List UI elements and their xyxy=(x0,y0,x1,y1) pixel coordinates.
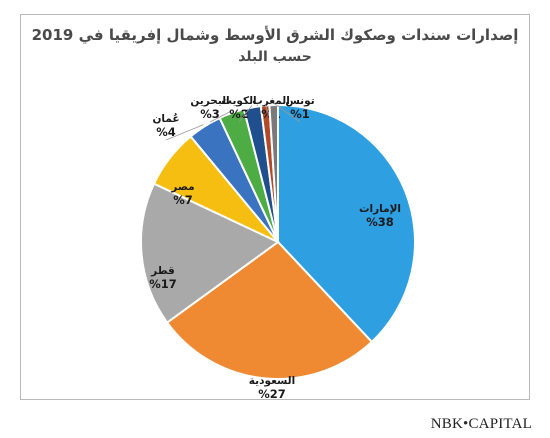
leader-line-9 xyxy=(273,102,301,123)
leader-line-5 xyxy=(165,124,204,141)
slice-name-9: تونس xyxy=(285,95,314,107)
pie-slice-2 xyxy=(165,240,374,380)
slice-name-2: السعودية xyxy=(249,375,295,387)
pie-slice-9 xyxy=(268,103,279,243)
slice-label-4: مصر%7 xyxy=(170,181,194,207)
chart-title: إصدارات سندات وصكوك الشرق الأوسط وشمال إ… xyxy=(31,26,519,44)
slice-value-3: %17 xyxy=(149,277,177,291)
slice-name-8: المغرب xyxy=(252,95,290,107)
chart-subtitle: حسب البلد xyxy=(238,49,312,65)
brand-left: NBK xyxy=(430,416,463,432)
slice-label-9: تونس%1 xyxy=(285,95,314,121)
slice-name-3: قطر xyxy=(150,265,175,277)
slice-value-1: %38 xyxy=(366,215,394,229)
slice-name-5: عُمان xyxy=(152,113,179,125)
slice-label-3: قطر%17 xyxy=(149,265,177,291)
pie-slice-3 xyxy=(140,182,280,324)
leader-line-7 xyxy=(238,105,253,123)
slice-name-1: الإمارات xyxy=(359,203,401,215)
brand-logo: NBK•CAPITAL xyxy=(431,416,532,433)
slice-value-7: %2 xyxy=(229,107,249,121)
slice-label-5: عُمان%4 xyxy=(152,113,179,139)
brand-right: CAPITAL xyxy=(468,416,532,432)
brand-separator: • xyxy=(463,416,469,432)
leader-line-6 xyxy=(209,110,232,123)
slice-value-5: %4 xyxy=(156,125,176,139)
slice-value-4: %7 xyxy=(173,193,193,207)
slice-label-2: السعودية%27 xyxy=(249,375,295,401)
slice-name-6: البحرين xyxy=(190,95,229,107)
pie-slice-1 xyxy=(277,103,416,344)
slice-value-9: %1 xyxy=(290,107,310,121)
slice-name-4: مصر xyxy=(170,181,194,193)
slice-label-7: الكويت%2 xyxy=(221,95,256,121)
slice-value-2: %27 xyxy=(258,387,286,401)
slice-value-6: %3 xyxy=(200,107,220,121)
slice-label-1: الإمارات%38 xyxy=(359,203,401,229)
slice-name-7: الكويت xyxy=(221,95,256,107)
slice-label-6: البحرين%3 xyxy=(190,95,229,121)
